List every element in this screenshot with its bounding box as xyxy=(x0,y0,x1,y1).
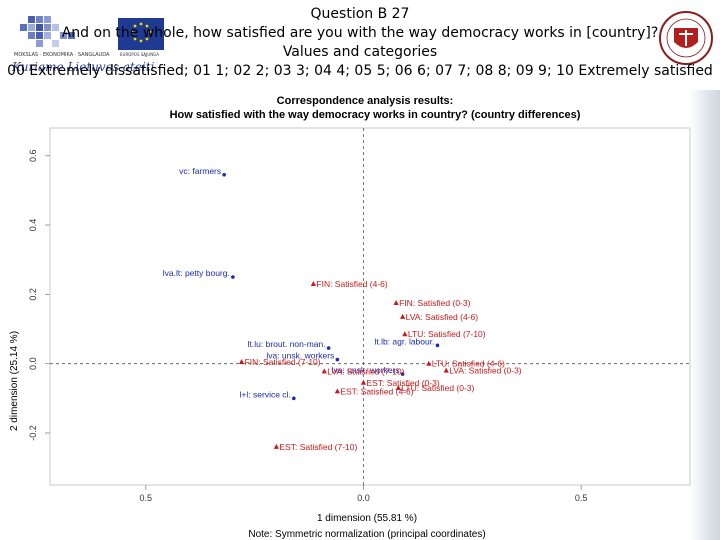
point-label-satisfaction: LVA: Satisfied (4-6) xyxy=(406,312,479,322)
y-axis-label: 2 dimension (25.14 %) xyxy=(9,331,20,431)
question-text: And on the whole, how satisfied are you … xyxy=(61,25,659,41)
values-heading: Values and categories xyxy=(282,44,438,60)
point-satisfaction xyxy=(402,331,408,337)
point-label-satisfaction: LTU: Satisfied (4-6) xyxy=(432,359,505,369)
chart-subtitle: How satisfied with the way democracy wor… xyxy=(170,109,581,121)
point-occupation xyxy=(400,372,405,376)
slide-header: MOKSLAS · EKONOMIKA · SANGLAUDA EUROPOS … xyxy=(0,0,720,90)
point-satisfaction xyxy=(400,313,406,319)
point-occupation xyxy=(326,346,331,350)
point-label-occupation: lt.lu: brout. non-man. xyxy=(248,339,326,349)
chart-title: Correspondence analysis results: xyxy=(277,95,454,107)
point-occupation xyxy=(335,357,340,362)
point-satisfaction xyxy=(238,358,245,364)
point-occupation xyxy=(292,396,296,401)
esf-logo: MOKSLAS · EKONOMIKA · SANGLAUDA EUROPOS … xyxy=(11,16,164,74)
point-label-satisfaction: LVA: Satisfied (7-10) xyxy=(327,366,404,376)
point-satisfaction xyxy=(443,367,449,373)
value-categories: 00 Extremely dissatisfied; 01 1; 02 2; 0… xyxy=(7,63,713,79)
eu-flag-stars xyxy=(130,22,152,43)
x-axis-label: 1 dimension (55.81 %) xyxy=(317,513,417,524)
point-occupation xyxy=(231,275,235,279)
point-satisfaction xyxy=(334,388,340,394)
point-satisfaction xyxy=(426,360,432,366)
x-tick-label: 0.5 xyxy=(575,493,588,503)
y-tick-label: -0.2 xyxy=(28,425,38,441)
chart-note: Note: Symmetric normalization (principal… xyxy=(248,529,485,540)
y-tick-label: 0.6 xyxy=(28,149,38,162)
point-label-satisfaction: EST: Satisfied (0-3) xyxy=(366,378,439,388)
decorative-background xyxy=(690,90,720,540)
point-satisfaction xyxy=(273,443,279,449)
point-occupation xyxy=(435,343,440,348)
x-tick-label: 0.0 xyxy=(357,493,370,503)
point-label-occupation: lt.lb: agr. labour. xyxy=(374,336,434,346)
y-tick-label: 0.4 xyxy=(28,219,38,232)
point-label-satisfaction: FIN: Satisfied (7-10) xyxy=(245,357,321,367)
point-label-occupation: l+l: service cl. xyxy=(240,389,291,399)
y-tick-label: 0.2 xyxy=(28,288,38,301)
esf-logo-slogan: Kuriame Lietuvos ateiti xyxy=(11,60,155,74)
point-occupation xyxy=(222,172,226,177)
plot-frame xyxy=(49,127,691,486)
point-label-satisfaction: LTU: Satisfied (0-3) xyxy=(401,383,474,393)
esf-logo-subtitle: MOKSLAS · EKONOMIKA · SANGLAUDA xyxy=(14,52,110,58)
point-label-satisfaction: EST: Satisfied (4-6) xyxy=(340,386,413,396)
point-satisfaction xyxy=(310,280,317,286)
point-satisfaction xyxy=(321,368,327,374)
point-label-occupation: lva: unsk. workers xyxy=(266,351,334,361)
point-label-satisfaction: LVA: Satisfied (0-3) xyxy=(449,366,522,376)
point-satisfaction xyxy=(393,300,399,306)
point-label-occupation: lva: unsk. workers xyxy=(332,365,400,375)
point-label-occupation: lva.lt: petty bourg. xyxy=(163,268,230,278)
point-satisfaction xyxy=(395,384,401,390)
point-label-satisfaction: FIN: Satisfied (0-3) xyxy=(399,298,470,308)
point-label-satisfaction: EST: Satisfied (7-10) xyxy=(279,442,357,452)
correspondence-chart: Correspondence analysis results: How sat… xyxy=(9,95,691,540)
point-label-satisfaction: FIN: Satisfied (4-6) xyxy=(316,279,387,289)
question-number: Question B 27 xyxy=(310,6,410,22)
y-tick-label: 0.0 xyxy=(28,357,38,370)
point-satisfaction xyxy=(360,379,367,385)
axes: 0.5 0.0 0.5 -0.2 0.0 0.2 0.4 0.6 xyxy=(28,128,690,503)
x-tick-label: 0.5 xyxy=(140,493,153,503)
university-seal xyxy=(659,11,713,65)
point-label-satisfaction: LTU: Satisfied (7-10) xyxy=(408,329,486,339)
eu-logo-subtitle: EUROPOS SĄJUNGA xyxy=(120,52,159,57)
point-label-occupation: vc: farmers xyxy=(179,166,221,176)
esf-logo-mosaic xyxy=(20,16,75,47)
data-marks: vc: farmers lva.lt: petty bourg. lt.lu: br… xyxy=(163,166,522,452)
